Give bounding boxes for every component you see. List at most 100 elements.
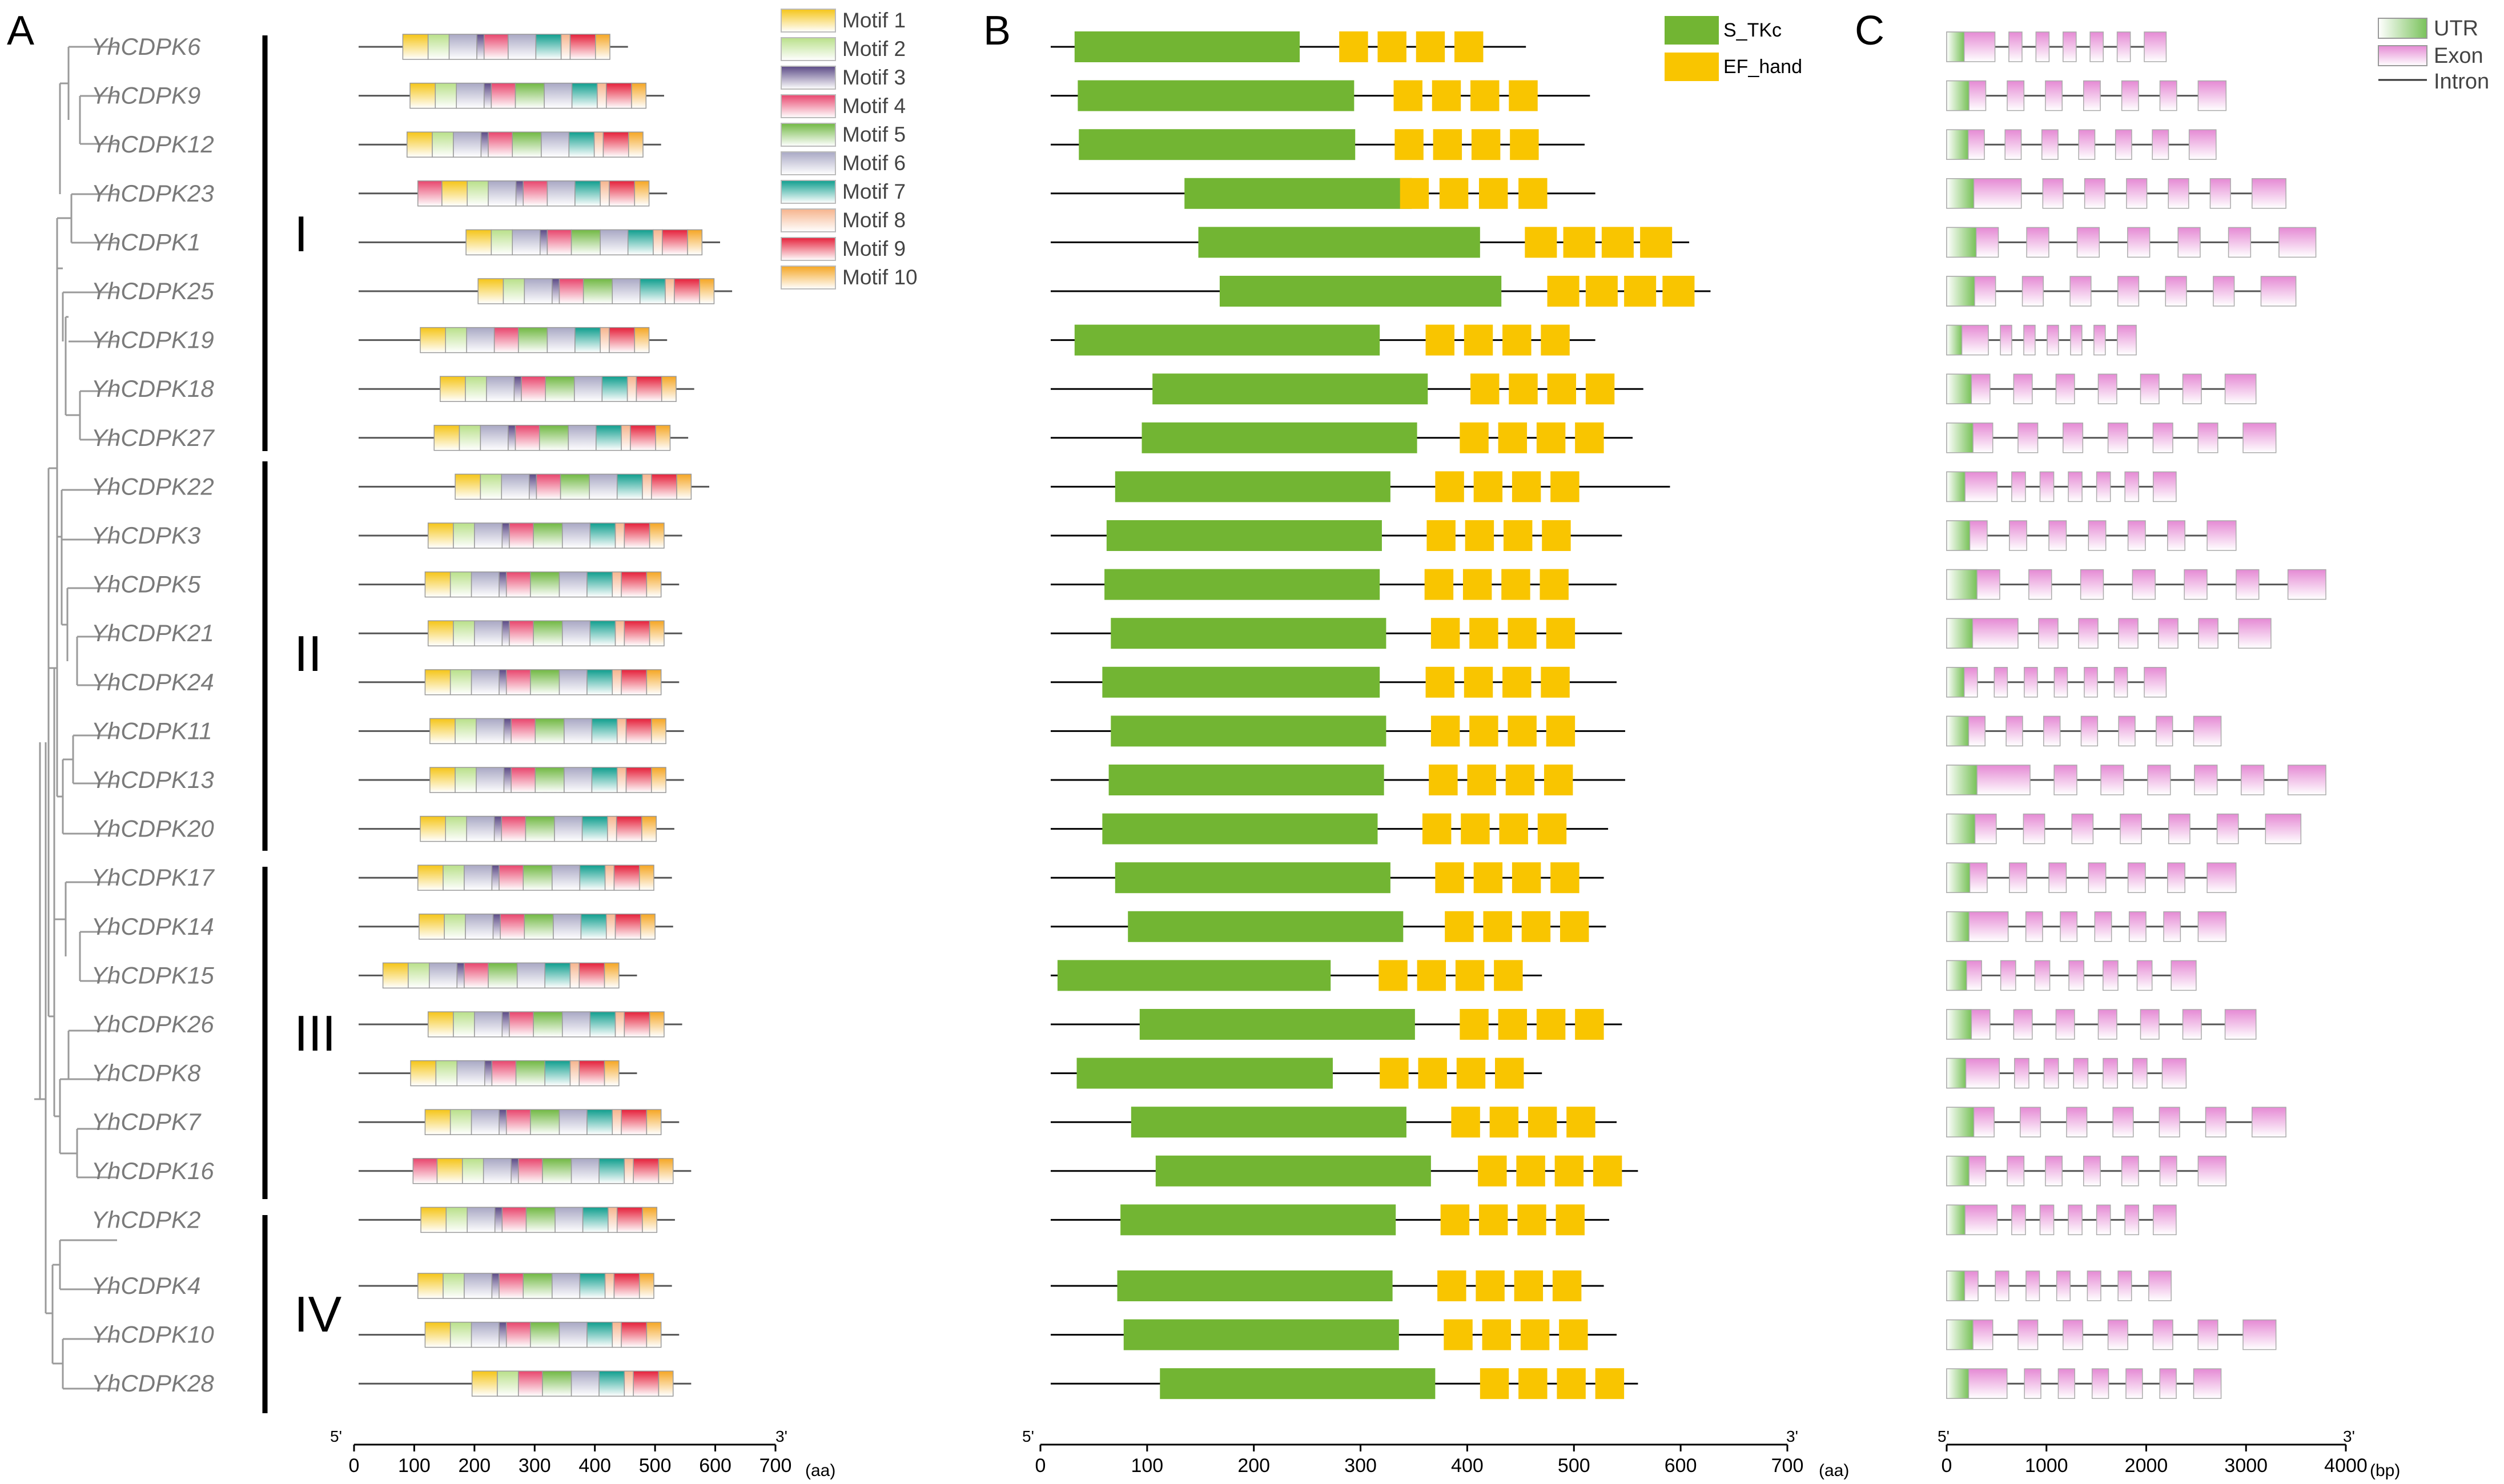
motif-1-yhcdpk15-0 bbox=[382, 962, 409, 989]
motif-track-yhcdpk12 bbox=[359, 131, 661, 158]
utr-5-yhcdpk9 bbox=[1946, 80, 1970, 111]
exon-yhcdpk18-2 bbox=[2055, 373, 2075, 404]
motif-5-yhcdpk16-6 bbox=[542, 1158, 572, 1184]
exon-yhcdpk18-1 bbox=[2013, 373, 2033, 404]
motif-9-yhcdpk22-9 bbox=[651, 473, 677, 500]
gene-label-yhcdpk13: YhCDPK13 bbox=[91, 766, 214, 793]
ef-hand-yhcdpk9-1 bbox=[1432, 80, 1461, 111]
motif-4-yhcdpk26-4 bbox=[509, 1011, 534, 1037]
motif-2-yhcdpk10-1 bbox=[449, 1321, 472, 1348]
ef-hand-yhcdpk24-2 bbox=[1502, 666, 1532, 698]
ef-hand-yhcdpk22-0 bbox=[1435, 471, 1464, 502]
motif-8-yhcdpk2-8 bbox=[608, 1206, 618, 1233]
utr-5-yhcdpk10 bbox=[1946, 1319, 1974, 1350]
exon-yhcdpk16-1 bbox=[2007, 1156, 2025, 1187]
motif-4-yhcdpk25-4 bbox=[558, 278, 584, 304]
exon-yhcdpk17-4 bbox=[2127, 862, 2146, 893]
exon-yhcdpk28-2 bbox=[2057, 1368, 2076, 1399]
utr-5-yhcdpk23 bbox=[1946, 178, 1975, 209]
motif-5-yhcdpk12-5 bbox=[512, 131, 542, 158]
motif-4-yhcdpk21-4 bbox=[509, 620, 534, 646]
axis-c-5prime: 5' bbox=[1938, 1427, 1950, 1445]
motif-legend: Motif 1 Motif 2 Motif 3 Motif 4 Motif 5 … bbox=[781, 9, 918, 289]
motif-1-yhcdpk7-0 bbox=[424, 1109, 451, 1135]
motif-4-yhcdpk10-4 bbox=[505, 1321, 531, 1348]
motif-4-yhcdpk1-4 bbox=[546, 229, 572, 256]
legend-swatch-utr bbox=[2378, 18, 2427, 39]
exon-yhcdpk23-3 bbox=[2126, 178, 2148, 209]
exon-yhcdpk14-3 bbox=[2094, 911, 2112, 942]
motif-3-yhcdpk17-3 bbox=[491, 864, 500, 891]
motif-5-yhcdpk9-5 bbox=[515, 82, 545, 109]
exon-yhcdpk28-3 bbox=[2091, 1368, 2109, 1399]
motif-1-yhcdpk19-0 bbox=[420, 327, 447, 353]
motif-10-yhcdpk26-10 bbox=[649, 1011, 665, 1037]
motif-7-yhcdpk23-7 bbox=[574, 180, 601, 207]
utr-5-yhcdpk17 bbox=[1946, 862, 1971, 893]
ef-hand-yhcdpk25-2 bbox=[1624, 276, 1657, 307]
motif-3-yhcdpk27-3 bbox=[508, 425, 516, 451]
legend-ef-hand: EF_hand bbox=[1723, 56, 1802, 78]
exon-yhcdpk6-6 bbox=[2144, 31, 2167, 62]
motif-4-yhcdpk2-4 bbox=[501, 1206, 527, 1233]
motif-1-yhcdpk2-0 bbox=[420, 1206, 447, 1233]
ef-hand-yhcdpk21-1 bbox=[1469, 618, 1498, 649]
exon-yhcdpk9-2 bbox=[2045, 80, 2063, 111]
motif-track-yhcdpk18 bbox=[359, 376, 694, 402]
exon-yhcdpk1-6 bbox=[2278, 227, 2317, 258]
exon-yhcdpk13-1 bbox=[2053, 765, 2077, 795]
motif-1-yhcdpk27-0 bbox=[433, 425, 460, 451]
motif-3-yhcdpk6-3 bbox=[476, 34, 485, 60]
exon-yhcdpk12-1 bbox=[2004, 129, 2022, 160]
motif-4-yhcdpk9-4 bbox=[491, 82, 516, 109]
exon-yhcdpk11-6 bbox=[2193, 715, 2222, 747]
motif-6-yhcdpk20-6 bbox=[554, 815, 583, 842]
motif-5-yhcdpk8-5 bbox=[515, 1060, 545, 1087]
motif-3-yhcdpk3-3 bbox=[501, 522, 510, 549]
domain-track-yhcdpk18 bbox=[1051, 373, 1643, 405]
exon-yhcdpk23-4 bbox=[2168, 178, 2189, 209]
utr-5-yhcdpk12 bbox=[1946, 129, 1969, 160]
exon-yhcdpk1-2 bbox=[2076, 227, 2100, 258]
motif-7-yhcdpk4-7 bbox=[579, 1273, 606, 1299]
motif-7-yhcdpk8-6 bbox=[544, 1060, 571, 1087]
legend-s-tkc: S_TKc bbox=[1723, 19, 1782, 41]
exon-yhcdpk18-5 bbox=[2182, 373, 2202, 404]
exon-yhcdpk2-3 bbox=[2068, 1204, 2083, 1236]
exon-yhcdpk3-3 bbox=[2088, 520, 2107, 551]
motif-6-yhcdpk8-2 bbox=[456, 1060, 485, 1087]
ef-hand-yhcdpk26-3 bbox=[1575, 1009, 1604, 1040]
s-tkc-yhcdpk9 bbox=[1078, 80, 1355, 111]
motif-9-yhcdpk28-7 bbox=[633, 1370, 660, 1397]
ef-hand-yhcdpk23-0 bbox=[1400, 178, 1429, 209]
domain-track-yhcdpk8 bbox=[1051, 1057, 1542, 1089]
exon-yhcdpk17-6 bbox=[2206, 862, 2237, 893]
ef-hand-yhcdpk9-0 bbox=[1393, 80, 1422, 111]
ef-hand-yhcdpk20-2 bbox=[1499, 813, 1528, 844]
gene-structure-yhcdpk1 bbox=[1946, 227, 2317, 258]
motif-1-yhcdpk20-0 bbox=[420, 815, 447, 842]
exon-yhcdpk7-2 bbox=[2066, 1107, 2088, 1137]
motif-10-yhcdpk8-9 bbox=[604, 1060, 620, 1087]
legend-motif-4: Motif 4 bbox=[842, 94, 906, 118]
utr-5-yhcdpk25 bbox=[1946, 276, 1975, 307]
group-label-ii: II bbox=[294, 625, 322, 682]
ef-hand-yhcdpk13-0 bbox=[1429, 765, 1458, 795]
exon-yhcdpk7-4 bbox=[2159, 1107, 2180, 1137]
motif-3-yhcdpk9-3 bbox=[483, 82, 492, 109]
motif-10-yhcdpk10-10 bbox=[646, 1321, 662, 1348]
motif-6-yhcdpk10-2 bbox=[471, 1321, 500, 1348]
gene-label-yhcdpk3: YhCDPK3 bbox=[91, 522, 200, 549]
motif-7-yhcdpk9-7 bbox=[571, 82, 598, 109]
motif-2-yhcdpk21-1 bbox=[453, 620, 475, 646]
exon-yhcdpk24-6 bbox=[2144, 667, 2167, 698]
exon-yhcdpk8-4 bbox=[2103, 1057, 2118, 1089]
exon-yhcdpk2-2 bbox=[2039, 1204, 2055, 1236]
gene-label-yhcdpk24: YhCDPK24 bbox=[91, 669, 214, 695]
motif-6-yhcdpk21-6 bbox=[562, 620, 591, 646]
motif-4-yhcdpk14-4 bbox=[500, 914, 525, 940]
motif-10-yhcdpk5-10 bbox=[646, 571, 662, 598]
motif-track-yhcdpk22 bbox=[359, 473, 710, 500]
exon-yhcdpk12-2 bbox=[2041, 129, 2059, 160]
motif-9-yhcdpk26-9 bbox=[624, 1011, 650, 1037]
